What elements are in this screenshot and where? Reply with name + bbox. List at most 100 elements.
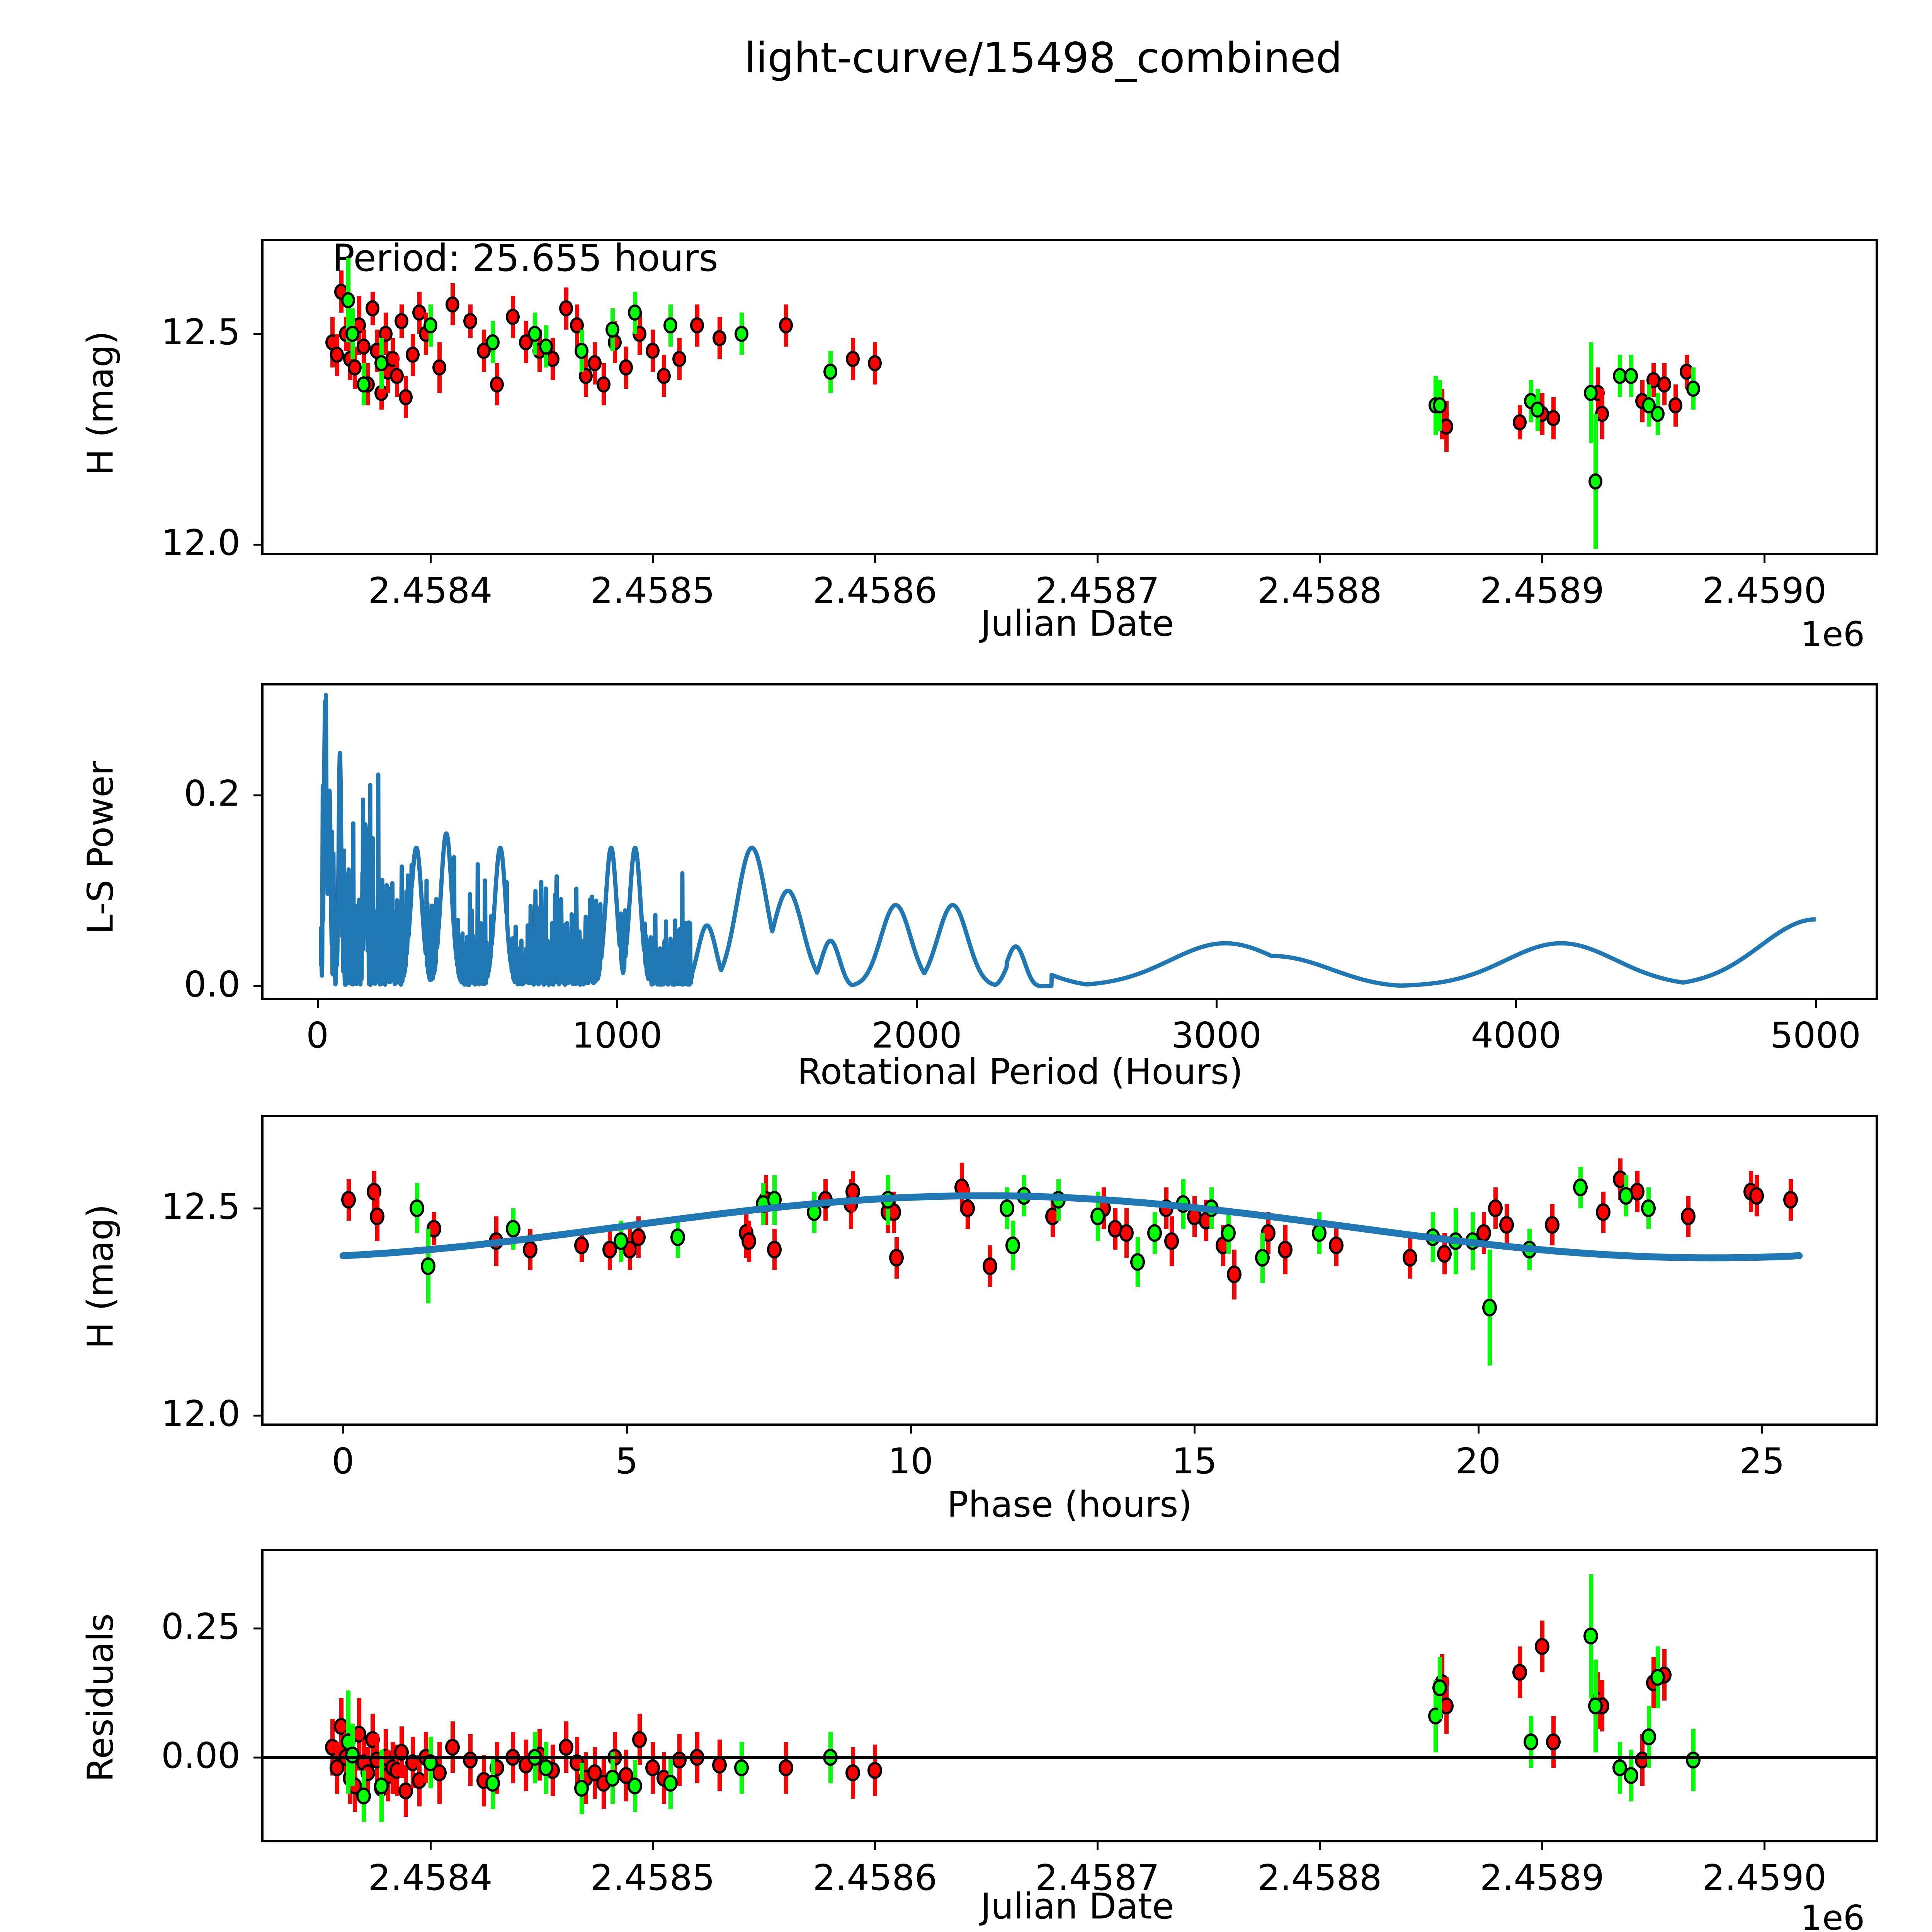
periodogram-axes-frame bbox=[261, 683, 1878, 1000]
data-point-marker bbox=[1624, 1767, 1638, 1784]
data-point-marker bbox=[823, 364, 838, 380]
data-point-marker bbox=[1595, 1203, 1611, 1221]
data-point-marker bbox=[605, 1769, 620, 1787]
data-point-marker bbox=[646, 342, 660, 359]
data-point-marker bbox=[1588, 473, 1602, 490]
data-point-marker bbox=[1618, 1187, 1633, 1205]
data-point-marker bbox=[767, 1240, 782, 1259]
data-point-marker bbox=[347, 359, 362, 376]
data-point-marker bbox=[1573, 1179, 1588, 1197]
data-point-marker bbox=[690, 317, 704, 334]
phase-xtick-mark bbox=[1477, 1423, 1480, 1434]
data-point-marker bbox=[485, 1775, 500, 1792]
data-point-marker bbox=[1681, 1208, 1696, 1226]
data-point-marker bbox=[1584, 384, 1598, 401]
data-point-marker bbox=[463, 313, 478, 330]
residuals-xtick-mark bbox=[429, 1840, 432, 1850]
data-point-marker bbox=[379, 325, 393, 342]
data-point-marker bbox=[1650, 1669, 1665, 1686]
residuals-x-axis-label: Julian Date bbox=[980, 1886, 1174, 1927]
lightcurve-xtick-label: 2.4586 bbox=[813, 570, 937, 611]
phase-axes-frame bbox=[261, 1115, 1878, 1426]
phase-xtick-mark bbox=[910, 1423, 912, 1434]
data-point-marker bbox=[432, 1764, 447, 1782]
data-point-marker bbox=[605, 321, 620, 338]
data-point-marker bbox=[1686, 1751, 1701, 1769]
data-point-marker bbox=[845, 351, 860, 367]
data-point-marker bbox=[345, 325, 360, 342]
phase-xtick-mark bbox=[342, 1423, 344, 1434]
data-point-marker bbox=[588, 355, 602, 372]
lightcurve-xtick-label: 2.4588 bbox=[1257, 570, 1382, 611]
lightcurve-xtick-mark bbox=[1319, 553, 1321, 563]
residuals-xtick-mark bbox=[1096, 1840, 1099, 1850]
periodogram-xtick-mark bbox=[1815, 998, 1817, 1008]
phase-xtick-mark bbox=[626, 1423, 628, 1434]
data-point-marker bbox=[1668, 397, 1683, 414]
residuals-xtick-mark bbox=[874, 1840, 876, 1850]
periodogram-xtick-label: 1000 bbox=[571, 1015, 663, 1056]
periodogram-ytick-mark bbox=[253, 985, 264, 988]
periodogram-trace bbox=[319, 693, 1818, 988]
data-point-marker bbox=[341, 292, 355, 308]
lightcurve-xtick-label: 2.4584 bbox=[368, 570, 493, 611]
phase-xtick-label: 5 bbox=[615, 1440, 638, 1482]
residuals-xtick-mark bbox=[1319, 1840, 1321, 1850]
data-point-marker bbox=[463, 1751, 478, 1769]
residuals-ytick-mark bbox=[253, 1757, 264, 1759]
periodogram-xtick-mark bbox=[1215, 998, 1218, 1008]
data-point-marker bbox=[779, 1759, 794, 1776]
lightcurve-xtick-label: 2.4585 bbox=[590, 570, 715, 611]
data-point-marker bbox=[1488, 1199, 1503, 1217]
data-point-marker bbox=[341, 1191, 356, 1209]
data-point-marker bbox=[390, 367, 404, 384]
lightcurve-xtick-label: 2.4587 bbox=[1035, 570, 1160, 611]
mag-ytick-label: 12.5 bbox=[161, 1185, 240, 1227]
data-point-marker bbox=[645, 1759, 660, 1776]
lightcurve-x-axis-label: Julian Date bbox=[980, 603, 1174, 644]
data-point-marker bbox=[519, 334, 533, 350]
residuals-ytick-mark bbox=[253, 1628, 264, 1630]
data-point-marker bbox=[446, 296, 460, 313]
data-point-marker bbox=[445, 1738, 460, 1756]
data-point-marker bbox=[1651, 406, 1665, 422]
periodogram-xtick-label: 4000 bbox=[1471, 1015, 1561, 1056]
lightcurve-axes-frame bbox=[261, 239, 1878, 555]
phase-x-axis-label: Phase (hours) bbox=[947, 1484, 1192, 1525]
residuals-plot-area bbox=[264, 1551, 1876, 1840]
phase-xtick-mark bbox=[1761, 1423, 1764, 1434]
residuals-xtick-label: 2.4587 bbox=[1035, 1857, 1160, 1898]
data-point-marker bbox=[779, 317, 793, 334]
data-point-marker bbox=[1583, 1628, 1599, 1645]
data-point-marker bbox=[712, 330, 726, 346]
data-point-marker bbox=[374, 355, 388, 372]
data-point-marker bbox=[574, 342, 588, 359]
mag-ytick-mark bbox=[253, 333, 264, 335]
mag-ytick-mark bbox=[253, 1414, 264, 1417]
mag-ytick-label: 12.0 bbox=[161, 1393, 240, 1434]
residuals-xtick-label: 2.4586 bbox=[813, 1857, 937, 1898]
data-point-marker bbox=[587, 1764, 602, 1782]
data-point-marker bbox=[1546, 410, 1560, 427]
data-point-marker bbox=[619, 359, 633, 376]
data-point-marker bbox=[1482, 1298, 1497, 1316]
residuals-xtick-label: 2.4585 bbox=[590, 1857, 715, 1898]
data-point-marker bbox=[1657, 376, 1672, 393]
data-point-marker bbox=[485, 334, 500, 350]
phase-plot-area bbox=[264, 1117, 1876, 1423]
periodogram-xtick-label: 5000 bbox=[1770, 1015, 1861, 1056]
data-point-marker bbox=[670, 1228, 685, 1246]
lightcurve-xtick-mark bbox=[1096, 553, 1099, 563]
residuals-xtick-label: 2.4588 bbox=[1257, 1857, 1382, 1898]
data-point-marker bbox=[1531, 401, 1545, 418]
data-point-marker bbox=[345, 1746, 360, 1764]
residuals-x-offset-label: 1e6 bbox=[1801, 1898, 1865, 1932]
lightcurve-xtick-label: 2.4589 bbox=[1480, 570, 1604, 611]
data-point-marker bbox=[1513, 414, 1527, 430]
lightcurve-plot-area bbox=[264, 241, 1876, 553]
data-point-marker bbox=[1164, 1232, 1179, 1250]
residuals-xtick-mark bbox=[1541, 1840, 1543, 1850]
data-point-marker bbox=[365, 300, 379, 317]
residuals-xtick-mark bbox=[1764, 1840, 1766, 1850]
data-point-marker bbox=[597, 376, 611, 393]
